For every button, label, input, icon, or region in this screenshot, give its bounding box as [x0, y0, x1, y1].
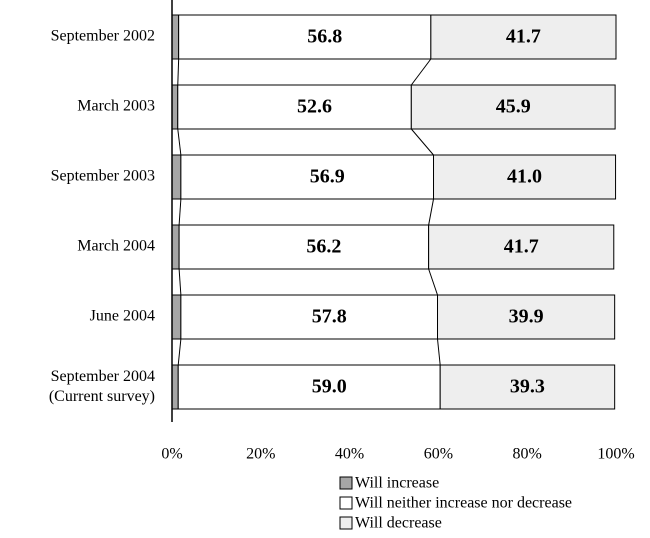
series-line	[177, 58, 180, 86]
bar-segment	[171, 154, 182, 200]
y-tick-label: September 2004 (Current survey)	[49, 368, 155, 405]
bar-segment	[428, 224, 615, 270]
series-line	[437, 338, 441, 366]
value-label: 57.8	[312, 306, 347, 328]
bar-segment	[178, 224, 430, 270]
value-label: 59.0	[312, 376, 347, 398]
y-tick-label: June 2004	[90, 308, 155, 325]
value-label: 39.9	[509, 306, 544, 328]
x-tick-label: 40%	[335, 446, 364, 463]
y-tick-label: March 2003	[77, 98, 155, 115]
bar-segment	[171, 14, 180, 60]
legend-label: Will neither increase nor decrease	[355, 495, 572, 512]
series-line	[410, 58, 432, 86]
bar-segment	[177, 364, 441, 410]
bar-segment	[171, 224, 180, 270]
legend-label: Will decrease	[355, 515, 442, 532]
value-label: 45.9	[496, 96, 531, 118]
x-tick-label: 100%	[597, 446, 634, 463]
bar-segment	[171, 84, 179, 130]
value-label: 56.8	[307, 26, 342, 48]
series-line	[177, 128, 182, 156]
bar-segment	[171, 364, 179, 410]
series-line	[178, 268, 182, 296]
legend-swatch	[339, 496, 353, 510]
value-label: 56.9	[310, 166, 345, 188]
legend-label: Will increase	[355, 475, 439, 492]
bar-segment	[430, 14, 617, 60]
bar-segment	[178, 14, 432, 60]
value-label: 41.0	[507, 166, 542, 188]
x-tick-label: 60%	[424, 446, 453, 463]
x-tick-label: 80%	[513, 446, 542, 463]
bar-segment	[437, 294, 616, 340]
value-label: 41.7	[504, 236, 539, 258]
value-label: 39.3	[510, 376, 545, 398]
bar-segment	[439, 364, 616, 410]
bar-segment	[180, 294, 439, 340]
y-tick-label: March 2004	[77, 238, 155, 255]
bar-segment	[433, 154, 617, 200]
bar-segment	[410, 84, 616, 130]
legend-swatch	[339, 476, 353, 490]
bar-segment	[171, 294, 182, 340]
series-line	[177, 338, 182, 366]
series-line	[410, 128, 434, 156]
series-line	[178, 198, 182, 226]
bar-segment	[177, 84, 412, 130]
series-line	[428, 268, 438, 296]
y-tick-label: September 2002	[51, 28, 155, 45]
value-label: 41.7	[506, 26, 541, 48]
y-tick-label: September 2003	[51, 168, 155, 185]
series-line	[428, 198, 435, 226]
value-label: 56.2	[306, 236, 341, 258]
bar-segment	[180, 154, 435, 200]
legend-swatch	[339, 516, 353, 530]
x-tick-label: 0%	[161, 446, 182, 463]
value-label: 52.6	[297, 96, 332, 118]
x-tick-label: 20%	[246, 446, 275, 463]
